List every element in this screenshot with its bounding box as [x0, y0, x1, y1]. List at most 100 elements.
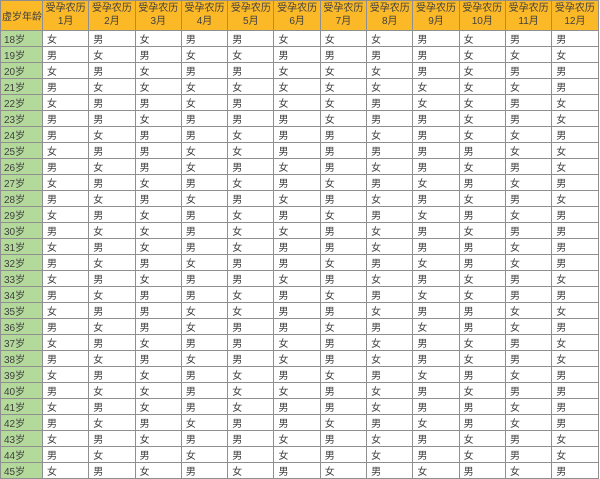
gender-cell: 男 — [551, 398, 599, 415]
gender-cell: 女 — [551, 46, 599, 63]
table-row: 42岁男女男女男男女男女男女男 — [0, 414, 599, 431]
gender-cell: 女 — [319, 286, 368, 303]
age-cell: 27岁 — [0, 174, 43, 191]
gender-cell: 女 — [180, 158, 229, 175]
gender-cell: 女 — [504, 174, 553, 191]
gender-cell: 男 — [134, 142, 182, 159]
gender-cell: 女 — [273, 78, 321, 95]
gender-cell: 男 — [504, 430, 553, 447]
month-header: 受孕农历 7月 — [319, 0, 368, 31]
gender-cell: 女 — [134, 30, 182, 47]
gender-cell: 男 — [273, 286, 321, 303]
gender-cell: 男 — [88, 238, 136, 255]
gender-cell: 男 — [319, 238, 368, 255]
gender-cell: 女 — [227, 222, 275, 239]
gender-cell: 女 — [227, 398, 275, 415]
gender-cell: 男 — [551, 206, 599, 223]
gender-cell: 男 — [551, 62, 599, 79]
gender-cell: 男 — [134, 350, 182, 367]
table-row: 31岁女男女男女男男女男男女男 — [0, 238, 599, 255]
month-header-prefix: 受孕农历 — [323, 3, 364, 14]
gender-cell: 女 — [273, 350, 321, 367]
age-cell: 43岁 — [0, 430, 43, 447]
gender-cell: 女 — [227, 382, 275, 399]
gender-cell: 男 — [366, 110, 414, 127]
gender-cell: 女 — [551, 110, 599, 127]
table-row: 23岁男男女男男男女男男女男女 — [0, 110, 599, 127]
gender-cell: 女 — [504, 142, 553, 159]
gender-cell: 男 — [227, 430, 275, 447]
gender-cell: 女 — [551, 302, 599, 319]
gender-cell: 男 — [134, 46, 182, 63]
month-header-prefix: 受孕农历 — [138, 3, 179, 14]
age-cell: 24岁 — [0, 126, 43, 143]
gender-cell: 男 — [273, 366, 321, 383]
gender-cell: 女 — [180, 302, 229, 319]
gender-cell: 男 — [319, 142, 368, 159]
gender-cell: 女 — [88, 46, 136, 63]
gender-cell: 男 — [41, 158, 90, 175]
gender-cell: 男 — [273, 206, 321, 223]
table-row: 41岁女男女男女男男女男男女男 — [0, 398, 599, 415]
month-header: 受孕农历 8月 — [366, 0, 414, 31]
gender-cell: 男 — [227, 94, 275, 111]
table-row: 38岁男女男女男女男女男女男女 — [0, 350, 599, 367]
month-header: 受孕农历 1月 — [41, 0, 90, 31]
gender-cell: 女 — [412, 174, 460, 191]
gender-cell: 男 — [134, 94, 182, 111]
gender-cell: 女 — [412, 78, 460, 95]
gender-cell: 女 — [551, 158, 599, 175]
month-header: 受孕农历 10月 — [458, 0, 506, 31]
gender-cell: 女 — [458, 190, 506, 207]
gender-cell: 女 — [366, 270, 414, 287]
gender-cell: 女 — [134, 110, 182, 127]
month-header-label: 7月 — [335, 15, 352, 27]
gender-cell: 男 — [458, 254, 506, 271]
gender-cell: 男 — [273, 414, 321, 431]
gender-cell: 男 — [458, 302, 506, 319]
gender-cell: 男 — [504, 30, 553, 47]
gender-cell: 男 — [412, 270, 460, 287]
gender-cell: 男 — [366, 254, 414, 271]
gender-cell: 女 — [273, 158, 321, 175]
gender-cell: 男 — [458, 398, 506, 415]
gender-cell: 女 — [366, 126, 414, 143]
gender-cell: 女 — [504, 126, 553, 143]
age-cell: 26岁 — [0, 158, 43, 175]
gender-cell: 男 — [504, 190, 553, 207]
gender-cell: 男 — [366, 366, 414, 383]
gender-cell: 女 — [180, 318, 229, 335]
age-cell: 28岁 — [0, 190, 43, 207]
table-row: 36岁男女男女男男女男女男女男 — [0, 318, 599, 335]
gender-cell: 男 — [412, 110, 460, 127]
gender-cell: 男 — [319, 398, 368, 415]
gender-cell: 男 — [88, 94, 136, 111]
gender-cell: 男 — [319, 382, 368, 399]
age-cell: 23岁 — [0, 110, 43, 127]
gender-cell: 男 — [366, 94, 414, 111]
age-cell: 29岁 — [0, 206, 43, 223]
gender-cell: 男 — [551, 30, 599, 47]
gender-cell: 男 — [180, 238, 229, 255]
gender-cell: 男 — [551, 414, 599, 431]
gender-cell: 女 — [504, 46, 553, 63]
gender-cell: 女 — [227, 238, 275, 255]
gender-cell: 男 — [551, 222, 599, 239]
gender-cell: 男 — [551, 286, 599, 303]
gender-cell: 男 — [551, 126, 599, 143]
gender-cell: 男 — [504, 286, 553, 303]
gender-cell: 男 — [273, 110, 321, 127]
table-row: 27岁女男女男女男女男女男女男 — [0, 174, 599, 191]
gender-cell: 男 — [273, 462, 321, 479]
age-cell: 32岁 — [0, 254, 43, 271]
gender-cell: 女 — [134, 78, 182, 95]
gender-cell: 女 — [273, 222, 321, 239]
table-row: 32岁男女男女男男女男女男女男 — [0, 254, 599, 271]
gender-cell: 男 — [458, 142, 506, 159]
gender-cell: 女 — [412, 254, 460, 271]
gender-cell: 女 — [458, 78, 506, 95]
gender-cell: 女 — [134, 334, 182, 351]
gender-cell: 男 — [88, 366, 136, 383]
gender-cell: 女 — [41, 430, 90, 447]
